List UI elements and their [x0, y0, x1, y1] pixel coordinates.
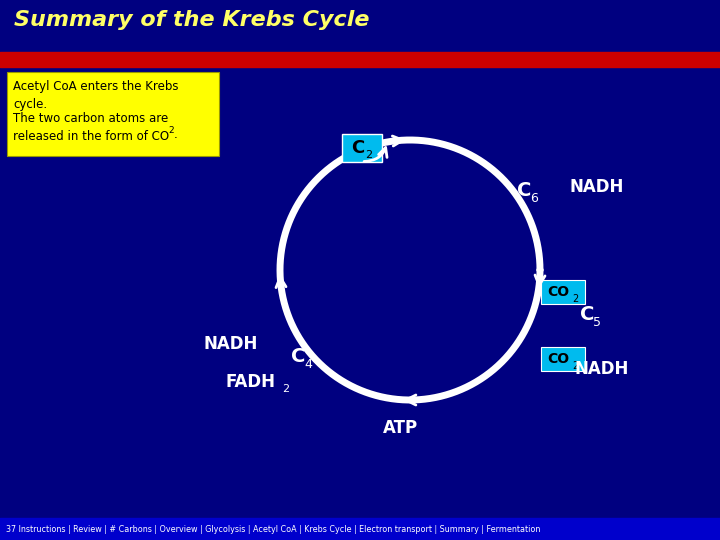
Text: NADH: NADH [570, 178, 624, 197]
Text: 4: 4 [305, 358, 312, 371]
Text: 37 Instructions | Review | # Carbons | Overview | Glycolysis | Acetyl CoA | Kreb: 37 Instructions | Review | # Carbons | O… [6, 524, 541, 534]
Text: The two carbon atoms are
released in the form of CO: The two carbon atoms are released in the… [13, 112, 169, 143]
Text: Acetyl CoA enters the Krebs
cycle.: Acetyl CoA enters the Krebs cycle. [13, 80, 179, 111]
Text: 2: 2 [572, 361, 578, 372]
FancyBboxPatch shape [342, 134, 382, 163]
Text: FADH: FADH [225, 373, 276, 390]
Text: CO: CO [547, 286, 570, 300]
Text: 2: 2 [282, 383, 289, 394]
Text: 6: 6 [531, 192, 539, 205]
Text: NADH: NADH [203, 335, 258, 353]
Text: C: C [517, 181, 531, 200]
Text: CO: CO [547, 353, 570, 367]
Text: C: C [351, 139, 364, 158]
Text: 5: 5 [593, 316, 601, 329]
Text: C: C [291, 347, 305, 366]
Text: Summary of the Krebs Cycle: Summary of the Krebs Cycle [14, 10, 369, 30]
Text: NADH: NADH [575, 361, 629, 379]
Text: C: C [580, 305, 594, 324]
FancyBboxPatch shape [541, 280, 585, 305]
Text: .: . [174, 128, 178, 141]
FancyBboxPatch shape [7, 72, 219, 156]
Text: 2: 2 [168, 126, 174, 135]
FancyBboxPatch shape [541, 347, 585, 372]
Text: ATP: ATP [382, 419, 418, 437]
Text: 2: 2 [365, 151, 372, 160]
Text: 2: 2 [572, 294, 578, 305]
